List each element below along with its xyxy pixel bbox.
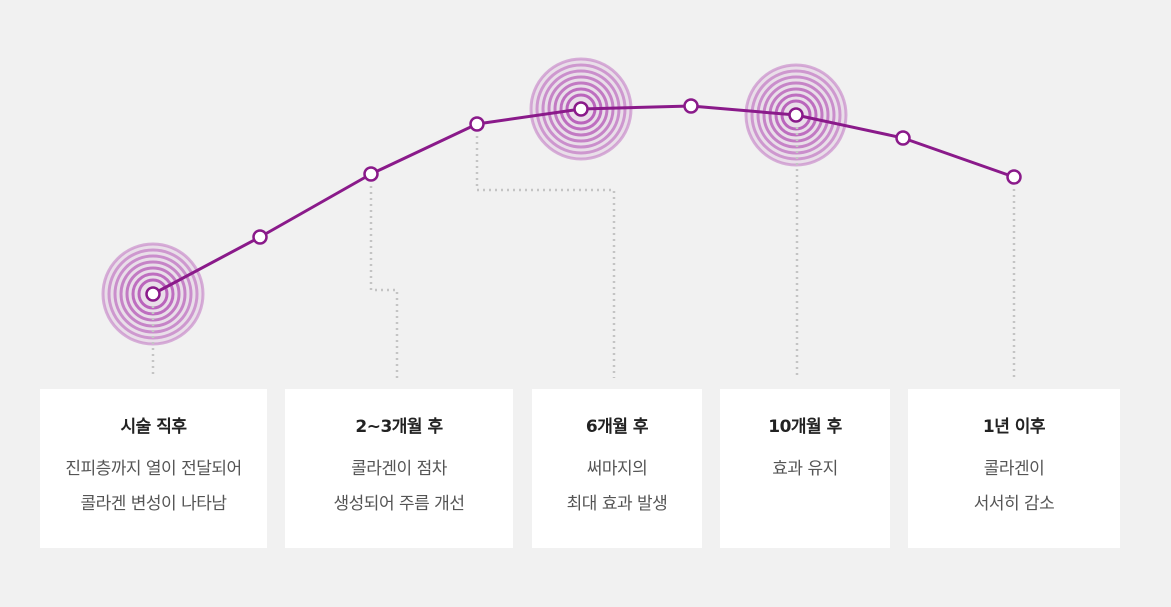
stage-description: 효과 유지 (720, 452, 890, 487)
stage-description-line: 콜라겐이 (983, 459, 1045, 479)
curve-node (573, 101, 589, 117)
stage-description: 써마지의 최대 효과 발생 (532, 452, 702, 522)
stage-description-line: 콜라겐이 점차 (351, 459, 447, 479)
stage-description-line: 써마지의 (586, 459, 648, 479)
curve-node (788, 107, 804, 123)
stage-card-6-months: 6개월 후 써마지의 최대 효과 발생 (532, 389, 702, 548)
dotted-connector (369, 186, 399, 378)
stage-description-line: 효과 유지 (772, 459, 838, 479)
stage-title: 시술 직후 (120, 417, 187, 437)
curve-node (1006, 169, 1022, 185)
stage-description: 콜라겐이 서서히 감소 (908, 452, 1120, 522)
curve-node (895, 130, 911, 146)
dotted-connector (475, 136, 616, 378)
curve-node (252, 229, 268, 245)
stage-title: 6개월 후 (585, 417, 649, 437)
stage-description-line: 최대 효과 발생 (566, 494, 668, 514)
stage-description: 콜라겐이 점차 생성되어 주름 개선 (285, 452, 513, 522)
stage-description-line: 생성되어 주름 개선 (333, 494, 465, 514)
stage-title: 10개월 후 (768, 417, 842, 437)
curve-node (363, 166, 379, 182)
stage-description: 진피층까지 열이 전달되어 콜라겐 변성이 나타남 (40, 452, 267, 522)
stage-description-line: 진피층까지 열이 전달되어 (65, 459, 242, 479)
stage-description-line: 서서히 감소 (973, 494, 1055, 514)
stage-card-2-3-months: 2~3개월 후 콜라겐이 점차 생성되어 주름 개선 (285, 389, 513, 548)
stage-title: 2~3개월 후 (355, 417, 443, 437)
curve-node (145, 286, 161, 302)
stage-card-10-months: 10개월 후 효과 유지 (720, 389, 890, 548)
curve-node (469, 116, 485, 132)
stage-description-line: 콜라겐 변성이 나타남 (80, 494, 227, 514)
curve-node (683, 98, 699, 114)
stage-card-1-year: 1년 이후 콜라겐이 서서히 감소 (908, 389, 1120, 548)
stage-card-immediate: 시술 직후 진피층까지 열이 전달되어 콜라겐 변성이 나타남 (40, 389, 267, 548)
stage-title: 1년 이후 (982, 417, 1046, 437)
